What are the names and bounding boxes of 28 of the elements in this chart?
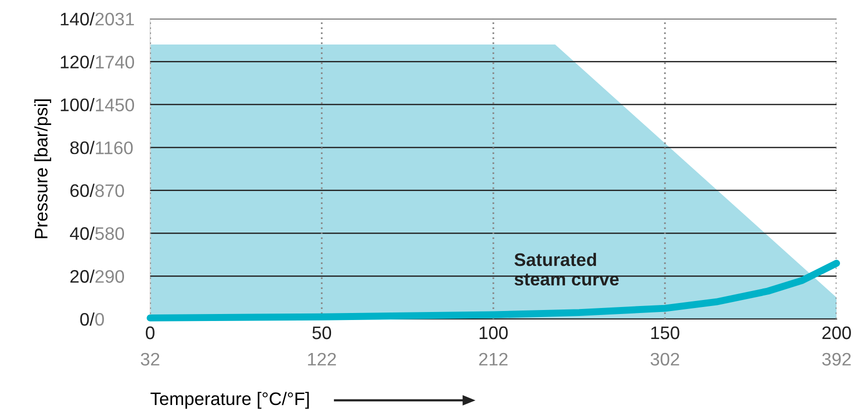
y2-tick-label: 870 bbox=[95, 184, 124, 198]
x-tick-label: 0 bbox=[146, 326, 154, 340]
x-tick-label: 50 bbox=[312, 326, 332, 340]
y-tick-label: 60/ bbox=[70, 184, 95, 198]
x2-tick-label: 392 bbox=[822, 352, 851, 366]
y-tick-label: 0/ bbox=[80, 312, 95, 326]
x-axis-title: Temperature [°C/°F] bbox=[150, 392, 309, 409]
x2-tick-label: 32 bbox=[140, 352, 160, 366]
y2-tick-label: 0 bbox=[95, 312, 104, 326]
y2-tick-label: 580 bbox=[95, 227, 124, 240]
x2-tick-label: 122 bbox=[308, 352, 336, 366]
y-tick-label: 20/ bbox=[70, 270, 95, 283]
y2-tick-label: 1450 bbox=[96, 98, 134, 112]
x2-tick-label: 212 bbox=[479, 352, 508, 366]
y-tick-label: 120/ bbox=[60, 55, 95, 68]
x-tick-label: 100 bbox=[480, 326, 508, 340]
y2-tick-label: 2031 bbox=[96, 12, 134, 26]
x-tick-label: 200 bbox=[822, 326, 851, 340]
x-tick-label: 150 bbox=[651, 326, 680, 340]
y-tick-label: 40/ bbox=[70, 226, 95, 240]
x2-tick-label: 302 bbox=[650, 352, 680, 366]
y-tick-label: 80/ bbox=[70, 140, 95, 154]
y2-tick-label: 1160 bbox=[96, 141, 133, 154]
y-tick-label: 140/ bbox=[60, 12, 95, 26]
y-axis-title: Pressure [bar/psi] bbox=[34, 99, 52, 238]
y-tick-label: 100/ bbox=[60, 98, 95, 112]
y2-tick-label: 1740 bbox=[96, 56, 134, 69]
y2-tick-label: 290 bbox=[96, 270, 124, 283]
